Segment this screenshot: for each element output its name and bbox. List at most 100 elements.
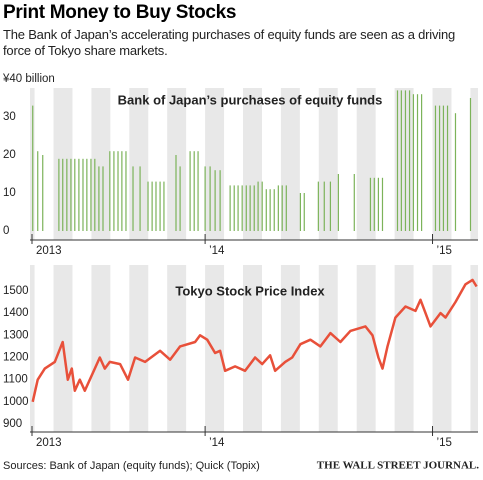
- bar: [454, 113, 457, 231]
- y-tick-label: ¥40 billion: [2, 73, 55, 85]
- bar: [147, 181, 149, 231]
- bar: [273, 189, 275, 231]
- x-tick-label: 2013: [36, 245, 62, 257]
- x-tick-label: ’15: [437, 437, 452, 449]
- y-tick-label: 20: [3, 149, 16, 161]
- source: Sources: Bank of Japan (equity funds); Q…: [3, 460, 260, 472]
- month-band: [167, 265, 187, 432]
- bar: [469, 98, 472, 231]
- bar: [121, 151, 123, 231]
- month-band: [394, 265, 414, 432]
- month-band: [91, 88, 111, 240]
- bar: [446, 105, 449, 231]
- bar: [32, 105, 34, 231]
- bar: [303, 193, 305, 231]
- bar: [269, 189, 271, 231]
- panel-title: Tokyo Stock Price Index: [175, 283, 325, 298]
- subtitle: The Bank of Japan’s accelerating purchas…: [3, 27, 456, 58]
- bar: [408, 90, 411, 232]
- month-band: [356, 265, 376, 432]
- month-band: [470, 265, 478, 432]
- bar: [265, 189, 267, 231]
- bar: [317, 181, 319, 231]
- y-tick-label: 1000: [3, 396, 29, 408]
- x-tick-label: ’14: [209, 437, 225, 449]
- bar: [102, 166, 104, 231]
- y-tick-label: 1400: [3, 307, 29, 319]
- bar: [261, 181, 263, 231]
- panel-title: Bank of Japan’s purchases of equity fund…: [118, 92, 383, 107]
- bar: [82, 158, 84, 231]
- bar: [163, 181, 165, 231]
- month-band: [243, 88, 262, 240]
- bar: [42, 155, 44, 231]
- line: [31, 278, 478, 403]
- month-band: [243, 265, 262, 432]
- bar: [74, 158, 76, 231]
- x-tick-label: ’15: [437, 245, 452, 257]
- bar: [151, 181, 153, 231]
- y-tick-label: 900: [3, 418, 22, 430]
- bar: [193, 151, 195, 231]
- bar: [197, 151, 199, 231]
- month-band: [91, 265, 111, 432]
- bar: [400, 90, 402, 232]
- bar: [233, 185, 235, 231]
- bar: [249, 185, 251, 231]
- bar: [90, 158, 92, 231]
- y-tick-label: 30: [3, 111, 16, 123]
- y-tick-label: 1500: [3, 285, 29, 297]
- bar: [434, 105, 437, 231]
- bar: [285, 185, 287, 231]
- bar: [237, 185, 239, 231]
- y-tick-label: 0: [3, 225, 9, 237]
- month-band: [129, 88, 149, 240]
- bar: [204, 166, 206, 231]
- month-band: [318, 265, 338, 432]
- month-band: [470, 88, 478, 240]
- bar: [209, 166, 211, 231]
- bar: [438, 105, 441, 231]
- bar: [214, 170, 216, 231]
- bar: [442, 105, 445, 231]
- bar: [353, 174, 355, 231]
- bar: [421, 94, 423, 231]
- title: Print Money to Buy Stocks: [3, 2, 237, 23]
- month-band: [432, 265, 452, 432]
- brand: THE WALL STREET JOURNAL.: [317, 460, 479, 472]
- bar: [281, 185, 283, 231]
- y-tick-label: 1100: [3, 374, 28, 386]
- month-band: [432, 88, 452, 240]
- x-tick-label: ’14: [209, 245, 225, 257]
- bar: [323, 181, 325, 231]
- month-band: [356, 88, 376, 240]
- bar: [381, 177, 384, 231]
- y-tick-label: 10: [3, 187, 16, 199]
- bar: [416, 94, 419, 231]
- bar: [94, 158, 96, 231]
- bar: [369, 177, 372, 231]
- bar: [62, 158, 64, 231]
- bar: [219, 170, 221, 231]
- bar: [66, 158, 68, 231]
- bar: [241, 185, 243, 231]
- bar: [329, 181, 332, 231]
- x-tick-label: 2013: [36, 437, 62, 449]
- bar: [37, 151, 39, 231]
- month-band: [30, 265, 35, 432]
- month-band: [318, 88, 338, 240]
- bar: [189, 151, 191, 231]
- month-band: [129, 265, 149, 432]
- bar: [257, 181, 259, 231]
- bar: [155, 181, 157, 231]
- bar: [253, 185, 255, 231]
- bar: [299, 193, 301, 231]
- month-band: [280, 88, 300, 240]
- bar: [132, 166, 134, 231]
- bar: [412, 94, 415, 231]
- bar: [139, 166, 141, 231]
- month-band: [205, 265, 225, 432]
- bar: [245, 185, 247, 231]
